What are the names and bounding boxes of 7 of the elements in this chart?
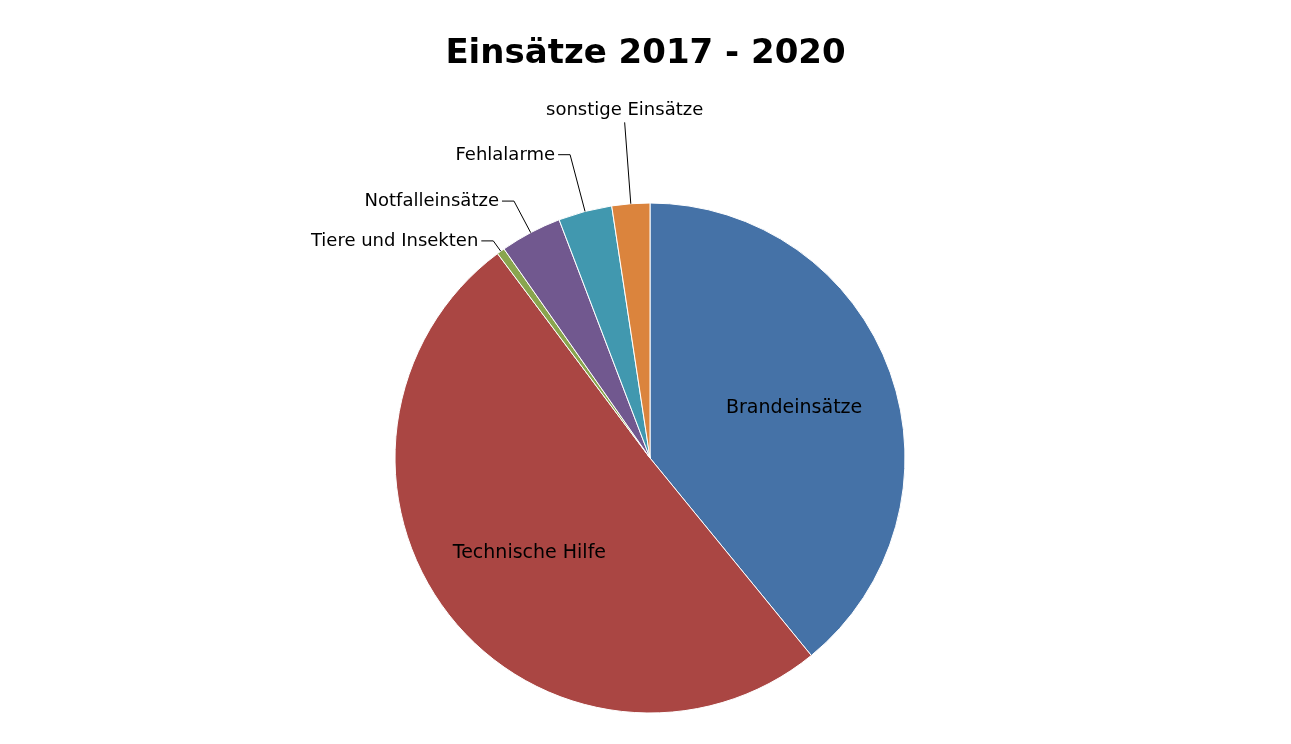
- slice-label: Tiere und Insekten: [309, 228, 479, 250]
- slice-label: Notfalleinsätze: [364, 189, 499, 211]
- slice-label: sonstige Einsätze: [546, 98, 704, 120]
- slice-label: Brandeinsätze: [725, 394, 863, 417]
- slice-label: Fehlalarme: [455, 142, 556, 164]
- chart-title: Einsätze 2017 - 2020: [445, 31, 846, 71]
- slice-label: Technische Hilfe: [451, 540, 607, 563]
